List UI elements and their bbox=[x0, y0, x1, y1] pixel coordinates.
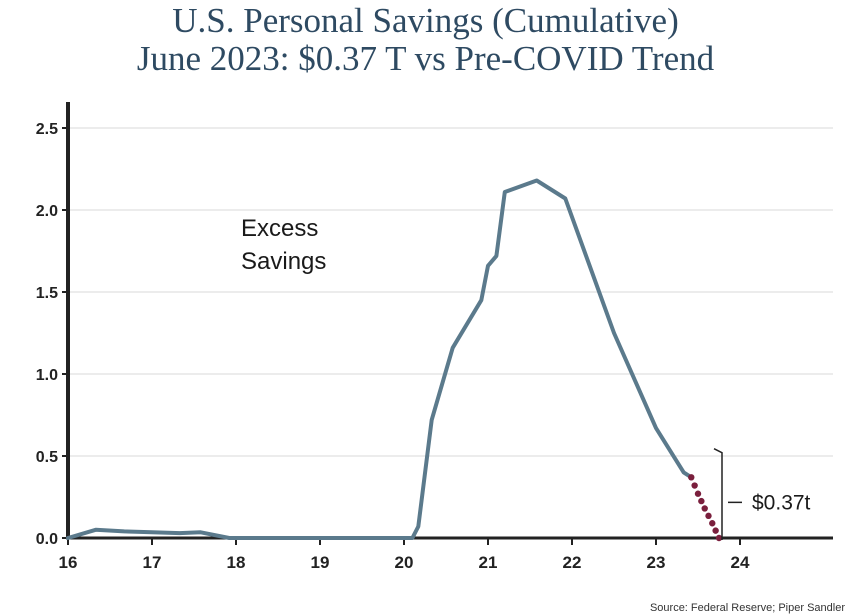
x-tick-label: 21 bbox=[479, 553, 498, 572]
y-tick-label: 2.0 bbox=[36, 203, 58, 220]
chart-title: U.S. Personal Savings (Cumulative) June … bbox=[0, 2, 851, 78]
axes bbox=[62, 102, 833, 545]
x-tick-label: 22 bbox=[563, 553, 582, 572]
callout-bracket bbox=[713, 448, 723, 540]
title-line-2: June 2023: $0.37 T vs Pre-COVID Trend bbox=[136, 39, 715, 78]
x-tick-label: 24 bbox=[731, 553, 750, 572]
grid bbox=[68, 127, 833, 457]
x-tick-label: 19 bbox=[311, 553, 330, 572]
x-tick-label: 18 bbox=[227, 553, 246, 572]
y-tick-label: 1.0 bbox=[36, 367, 58, 384]
trend-dot bbox=[705, 512, 712, 520]
y-tick-label: 0.0 bbox=[36, 531, 58, 548]
y-tick-label: 2.5 bbox=[36, 121, 58, 138]
y-tick-label: 0.5 bbox=[36, 449, 58, 466]
x-tick-label: 20 bbox=[395, 553, 414, 572]
x-tick-labels: 16 17 18 19 20 21 22 23 24 bbox=[59, 553, 750, 572]
excess-savings-line: Excess bbox=[241, 215, 318, 242]
savings-line bbox=[66, 178, 694, 540]
title-line-1: U.S. Personal Savings (Cumulative) bbox=[172, 1, 679, 40]
trend-dot bbox=[691, 482, 698, 489]
x-tick-label: 17 bbox=[143, 553, 162, 572]
trend-dot bbox=[698, 497, 705, 505]
series-group bbox=[66, 178, 723, 542]
x-tick-label: 16 bbox=[59, 553, 78, 572]
trend-dot bbox=[715, 534, 723, 542]
source-note: Source: Federal Reserve; Piper Sandler bbox=[649, 602, 845, 614]
y-tick-label: 1.5 bbox=[36, 285, 58, 302]
annotations: Excess Savings $0.37t bbox=[241, 215, 811, 540]
trend-dot bbox=[712, 527, 719, 534]
y-tick-labels: 0.0 0.5 1.0 1.5 2.0 2.5 bbox=[36, 121, 58, 548]
callout-value-label: $0.37t bbox=[752, 491, 811, 514]
excess-savings-label: Excess Savings bbox=[241, 215, 326, 275]
excess-savings-line: Savings bbox=[241, 248, 326, 275]
trend-dot bbox=[688, 474, 695, 481]
trend-dot bbox=[694, 490, 702, 497]
trend-dot bbox=[701, 505, 708, 512]
x-tick-label: 23 bbox=[647, 553, 666, 572]
trend-dot bbox=[709, 520, 716, 527]
